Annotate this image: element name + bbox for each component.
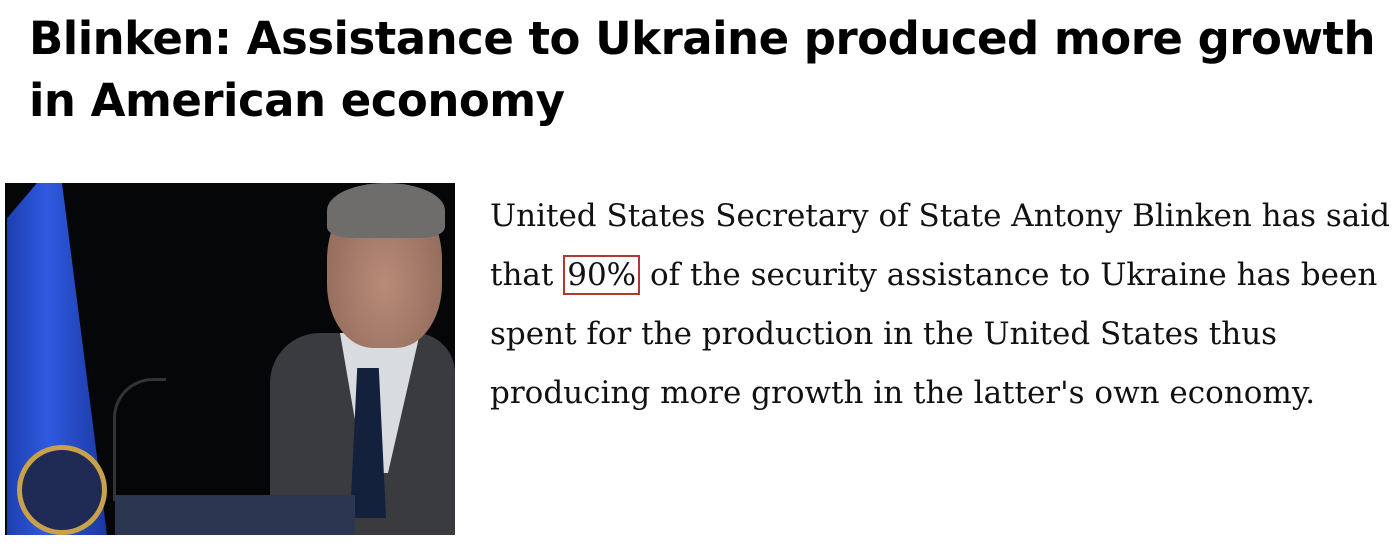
body-line: spent for the production in the United S…	[490, 316, 1278, 352]
article-title: Blinken: Assistance to Ukraine produced …	[29, 12, 1376, 127]
text: that	[490, 257, 564, 293]
microphone	[113, 378, 166, 501]
body-line: that 90% of the security assistance to U…	[490, 246, 1390, 305]
state-department-seal	[17, 445, 107, 535]
body-line: producing more growth in the latter's ow…	[490, 375, 1316, 411]
hair	[327, 183, 445, 238]
podium	[115, 495, 355, 535]
text: of the security assistance to Ukraine ha…	[640, 257, 1378, 293]
highlighted-percentage: 90%	[563, 255, 641, 295]
article-body: United States Secretary of State Antony …	[490, 187, 1390, 423]
body-line: United States Secretary of State Antony …	[490, 198, 1390, 234]
article-photo	[5, 183, 455, 535]
